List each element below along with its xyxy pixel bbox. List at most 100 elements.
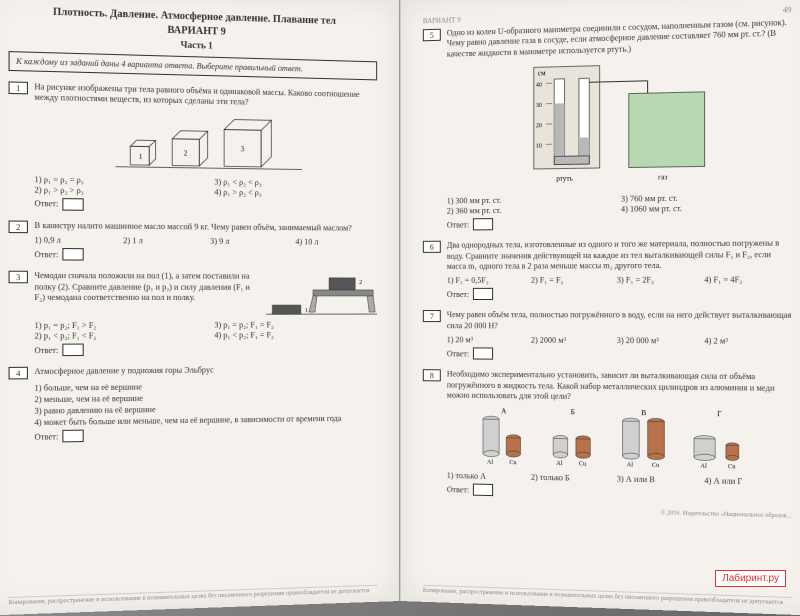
svg-text:Al: Al xyxy=(700,464,707,470)
task-number: 2 xyxy=(9,220,28,233)
answer-box[interactable] xyxy=(63,344,84,357)
task-text: Чемодан сначала положили на пол (1), а з… xyxy=(34,271,260,304)
task-number: 4 xyxy=(9,367,28,380)
option: 3) F₁ = 2F₂ xyxy=(617,275,702,284)
option: 2) F₁ = F₂ xyxy=(531,276,615,285)
svg-text:Al: Al xyxy=(556,461,563,467)
task-5: 5 Одно из колен U-образного манометра со… xyxy=(423,18,792,231)
answer-box[interactable] xyxy=(473,484,493,497)
option: 2) ρ₁ > ρ₂ > ρ₃ xyxy=(34,185,204,196)
task-options: 1) больше, чем на её вершине 2) меньше, … xyxy=(34,379,377,429)
svg-text:см: см xyxy=(537,69,545,77)
svg-text:20: 20 xyxy=(535,123,541,129)
task-text: В канистру налито машинное масло массой … xyxy=(34,220,377,233)
option: 1) 20 м³ xyxy=(447,335,529,344)
task-text: Атмосферное давление у подножия горы Эль… xyxy=(34,364,377,377)
task-number: 6 xyxy=(423,241,441,253)
task-number: 5 xyxy=(423,29,441,42)
answer-row: Ответ: xyxy=(447,215,792,230)
task-number: 8 xyxy=(423,369,441,381)
task-number: 7 xyxy=(423,310,441,322)
svg-text:Cu: Cu xyxy=(509,460,516,466)
answer-label: Ответ: xyxy=(447,290,469,299)
left-page: Плотность. Давление. Атмосферное давлени… xyxy=(0,0,400,616)
task-options: 1) 20 м³ 2) 2000 м³ 3) 20 000 м³ 4) 2 м³ xyxy=(447,335,792,346)
svg-text:В: В xyxy=(641,409,646,417)
answer-box[interactable] xyxy=(63,248,84,261)
answer-row: Ответ: xyxy=(34,198,377,214)
watermark: Лабиринт.ру xyxy=(715,570,786,587)
svg-text:ртуть: ртуть xyxy=(556,175,573,183)
option: 2) 1 л xyxy=(123,236,208,246)
option: 2) 360 мм рт. ст. xyxy=(447,205,611,216)
answer-box[interactable] xyxy=(473,288,493,300)
option: 4) ρ₁ > ρ₂ < ρ₃ xyxy=(214,187,377,198)
svg-text:Cu: Cu xyxy=(727,464,734,470)
instruction-box: К каждому из заданий даны 4 варианта отв… xyxy=(9,51,378,80)
task-7: 7 Чему равен объём тела, полностью погру… xyxy=(423,310,792,361)
svg-text:1: 1 xyxy=(138,152,142,160)
answer-label: Ответ: xyxy=(34,199,58,209)
cubes-diagram: 1 2 3 xyxy=(115,110,301,175)
task-options: 1) 0,9 л 2) 1 л 3) 9 л 4) 10 л xyxy=(34,236,377,248)
option: 4) А или Г xyxy=(704,476,791,487)
task-options: 1) ρ₁ = ρ₂ = ρ₃ 3) ρ₁ < ρ₂ < ρ₃ 2) ρ₁ > … xyxy=(34,175,377,199)
cylinders-diagram: А Al Cu Б Al Cu В xyxy=(472,405,764,475)
task-number: 3 xyxy=(9,271,28,284)
answer-box[interactable] xyxy=(63,430,84,443)
task-text: На рисунке изображены три тела равного о… xyxy=(34,82,377,111)
option: 4) 10 л xyxy=(296,237,378,247)
suitcase-diagram: 2 1 xyxy=(266,272,377,321)
option: 3) 760 мм рт. ст. xyxy=(621,192,792,203)
option: 4) p₁ < p₂; F₁ = F₂ xyxy=(214,330,377,340)
task-options: 1) 300 мм рт. ст. 3) 760 мм рт. ст. 2) 3… xyxy=(447,192,792,215)
svg-text:Б: Б xyxy=(570,408,574,416)
answer-row: Ответ: xyxy=(34,248,377,262)
answer-row: Ответ: xyxy=(447,288,792,301)
answer-label: Ответ: xyxy=(34,432,58,442)
task-options: 1) p₁ = p₂; F₁ > F₂ 3) p₁ = p₂; F₁ = F₂ … xyxy=(34,320,377,341)
answer-box[interactable] xyxy=(473,348,493,360)
answer-box[interactable] xyxy=(473,218,493,230)
option: 4) 2 м³ xyxy=(704,336,791,346)
footer-text: Копирование, распространение и использов… xyxy=(423,585,792,607)
copyright: © 2016. Издательство «Национальное образ… xyxy=(423,505,792,520)
footer-text: Копирование, распространение и использов… xyxy=(9,585,378,607)
option: 1) F₁ = 0,5F₂ xyxy=(447,276,529,285)
task-8: 8 Необходимо экспериментально установить… xyxy=(423,369,792,503)
answer-label: Ответ: xyxy=(34,345,58,355)
option: 1) только А xyxy=(447,471,529,482)
svg-text:Г: Г xyxy=(717,410,721,418)
option: 2) только Б xyxy=(531,473,615,484)
right-page: ВАРИАНТ 9 49 5 Одно из колен U-образного… xyxy=(400,0,800,616)
task-number: 1 xyxy=(9,81,28,94)
task-6: 6 Два однородных тела, изготовленные из … xyxy=(423,238,792,300)
task-3: 3 2 1 Чемодан сначала положили на пол (1… xyxy=(9,271,378,357)
answer-box[interactable] xyxy=(63,198,84,211)
option: 1) 300 мм рт. ст. xyxy=(447,195,611,206)
task-4: 4 Атмосферное давление у подножия горы Э… xyxy=(9,364,378,443)
option: 1) p₁ = p₂; F₁ > F₂ xyxy=(34,321,204,331)
option: 1) 0,9 л xyxy=(34,236,121,246)
answer-row: Ответ: xyxy=(447,347,792,361)
svg-text:1: 1 xyxy=(305,308,308,314)
svg-text:А: А xyxy=(501,408,506,416)
option: 3) p₁ = p₂; F₁ = F₂ xyxy=(214,320,377,330)
task-options: 1) F₁ = 0,5F₂ 2) F₁ = F₂ 3) F₁ = 2F₂ 4) … xyxy=(447,275,792,285)
task-text: Одно из колен U-образного манометра соед… xyxy=(447,18,792,60)
option: 3) 20 000 м³ xyxy=(617,336,702,346)
option: 4) F₁ = 4F₂ xyxy=(704,275,791,285)
svg-text:Cu: Cu xyxy=(578,462,585,468)
task-text: Необходимо экспериментально установить, … xyxy=(447,370,792,405)
option: 2) p₁ < p₂; F₁ < F₂ xyxy=(34,331,204,341)
svg-text:30: 30 xyxy=(535,103,541,109)
svg-text:Al: Al xyxy=(487,460,493,466)
svg-text:газ: газ xyxy=(658,173,667,181)
svg-text:2: 2 xyxy=(359,280,362,286)
svg-text:Cu: Cu xyxy=(651,463,658,469)
task-text: Чему равен объём тела, полностью погружё… xyxy=(447,310,792,332)
answer-label: Ответ: xyxy=(34,250,58,259)
option: 3) А или В xyxy=(617,475,702,486)
answer-row: Ответ: xyxy=(34,342,377,356)
option: 4) 1060 мм рт. ст. xyxy=(621,203,792,214)
